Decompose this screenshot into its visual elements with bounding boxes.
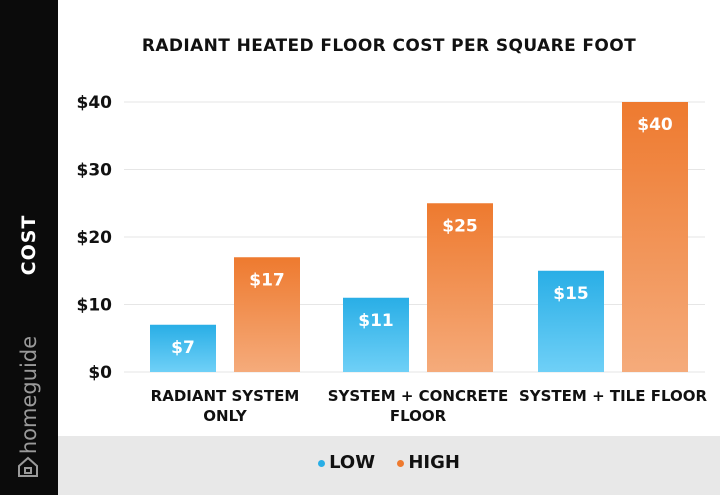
legend: LOW HIGH	[58, 452, 720, 473]
y-tick-label: $10	[77, 296, 113, 316]
legend-item-high: HIGH	[397, 452, 460, 473]
bar-low	[538, 270, 604, 372]
data-label: $17	[249, 270, 285, 290]
bar-low	[150, 324, 216, 372]
chart-title: RADIANT HEATED FLOOR COST PER SQUARE FOO…	[141, 36, 637, 56]
category-labels: RADIANT SYSTEM ONLY SYSTEM + CONCRETE FLOOR…	[151, 387, 708, 425]
y-tick-label: $0	[88, 363, 112, 383]
y-tick-label: $20	[77, 228, 113, 248]
legend-dot-high	[397, 459, 405, 467]
category-label: ONLY	[203, 407, 248, 425]
sidebar: COST homeguide	[0, 0, 58, 495]
data-label: $15	[553, 284, 589, 304]
data-label: $7	[171, 338, 195, 358]
bar-chart: $0 $10 $20 $30 $40 $7 $17 $11 $25 $15 $40 RADIANT…	[77, 93, 708, 425]
legend-band: LOW HIGH	[58, 436, 720, 495]
y-tick-label: $30	[77, 161, 113, 181]
category-label: SYSTEM + CONCRETE	[328, 387, 508, 405]
legend-item-low: LOW	[318, 452, 375, 473]
data-label: $11	[358, 311, 394, 331]
category-label: SYSTEM + TILE FLOOR	[519, 387, 707, 405]
legend-dot-low	[318, 459, 326, 467]
category-label: RADIANT SYSTEM	[151, 387, 300, 405]
category-label: FLOOR	[390, 407, 447, 425]
bar-high	[622, 102, 688, 372]
bar-low	[343, 297, 409, 372]
data-label: $25	[442, 216, 478, 236]
legend-label-low: LOW	[329, 452, 376, 473]
gridlines	[124, 101, 705, 373]
bar-high	[234, 257, 300, 372]
home-icon	[18, 456, 38, 477]
y-tick-labels: $0 $10 $20 $30 $40	[77, 93, 113, 383]
bar-high	[427, 203, 493, 372]
legend-label-high: HIGH	[408, 452, 460, 473]
y-tick-label: $40	[77, 93, 113, 113]
bars: $7 $17 $11 $25 $15 $40	[150, 102, 688, 372]
data-label: $40	[637, 115, 673, 135]
